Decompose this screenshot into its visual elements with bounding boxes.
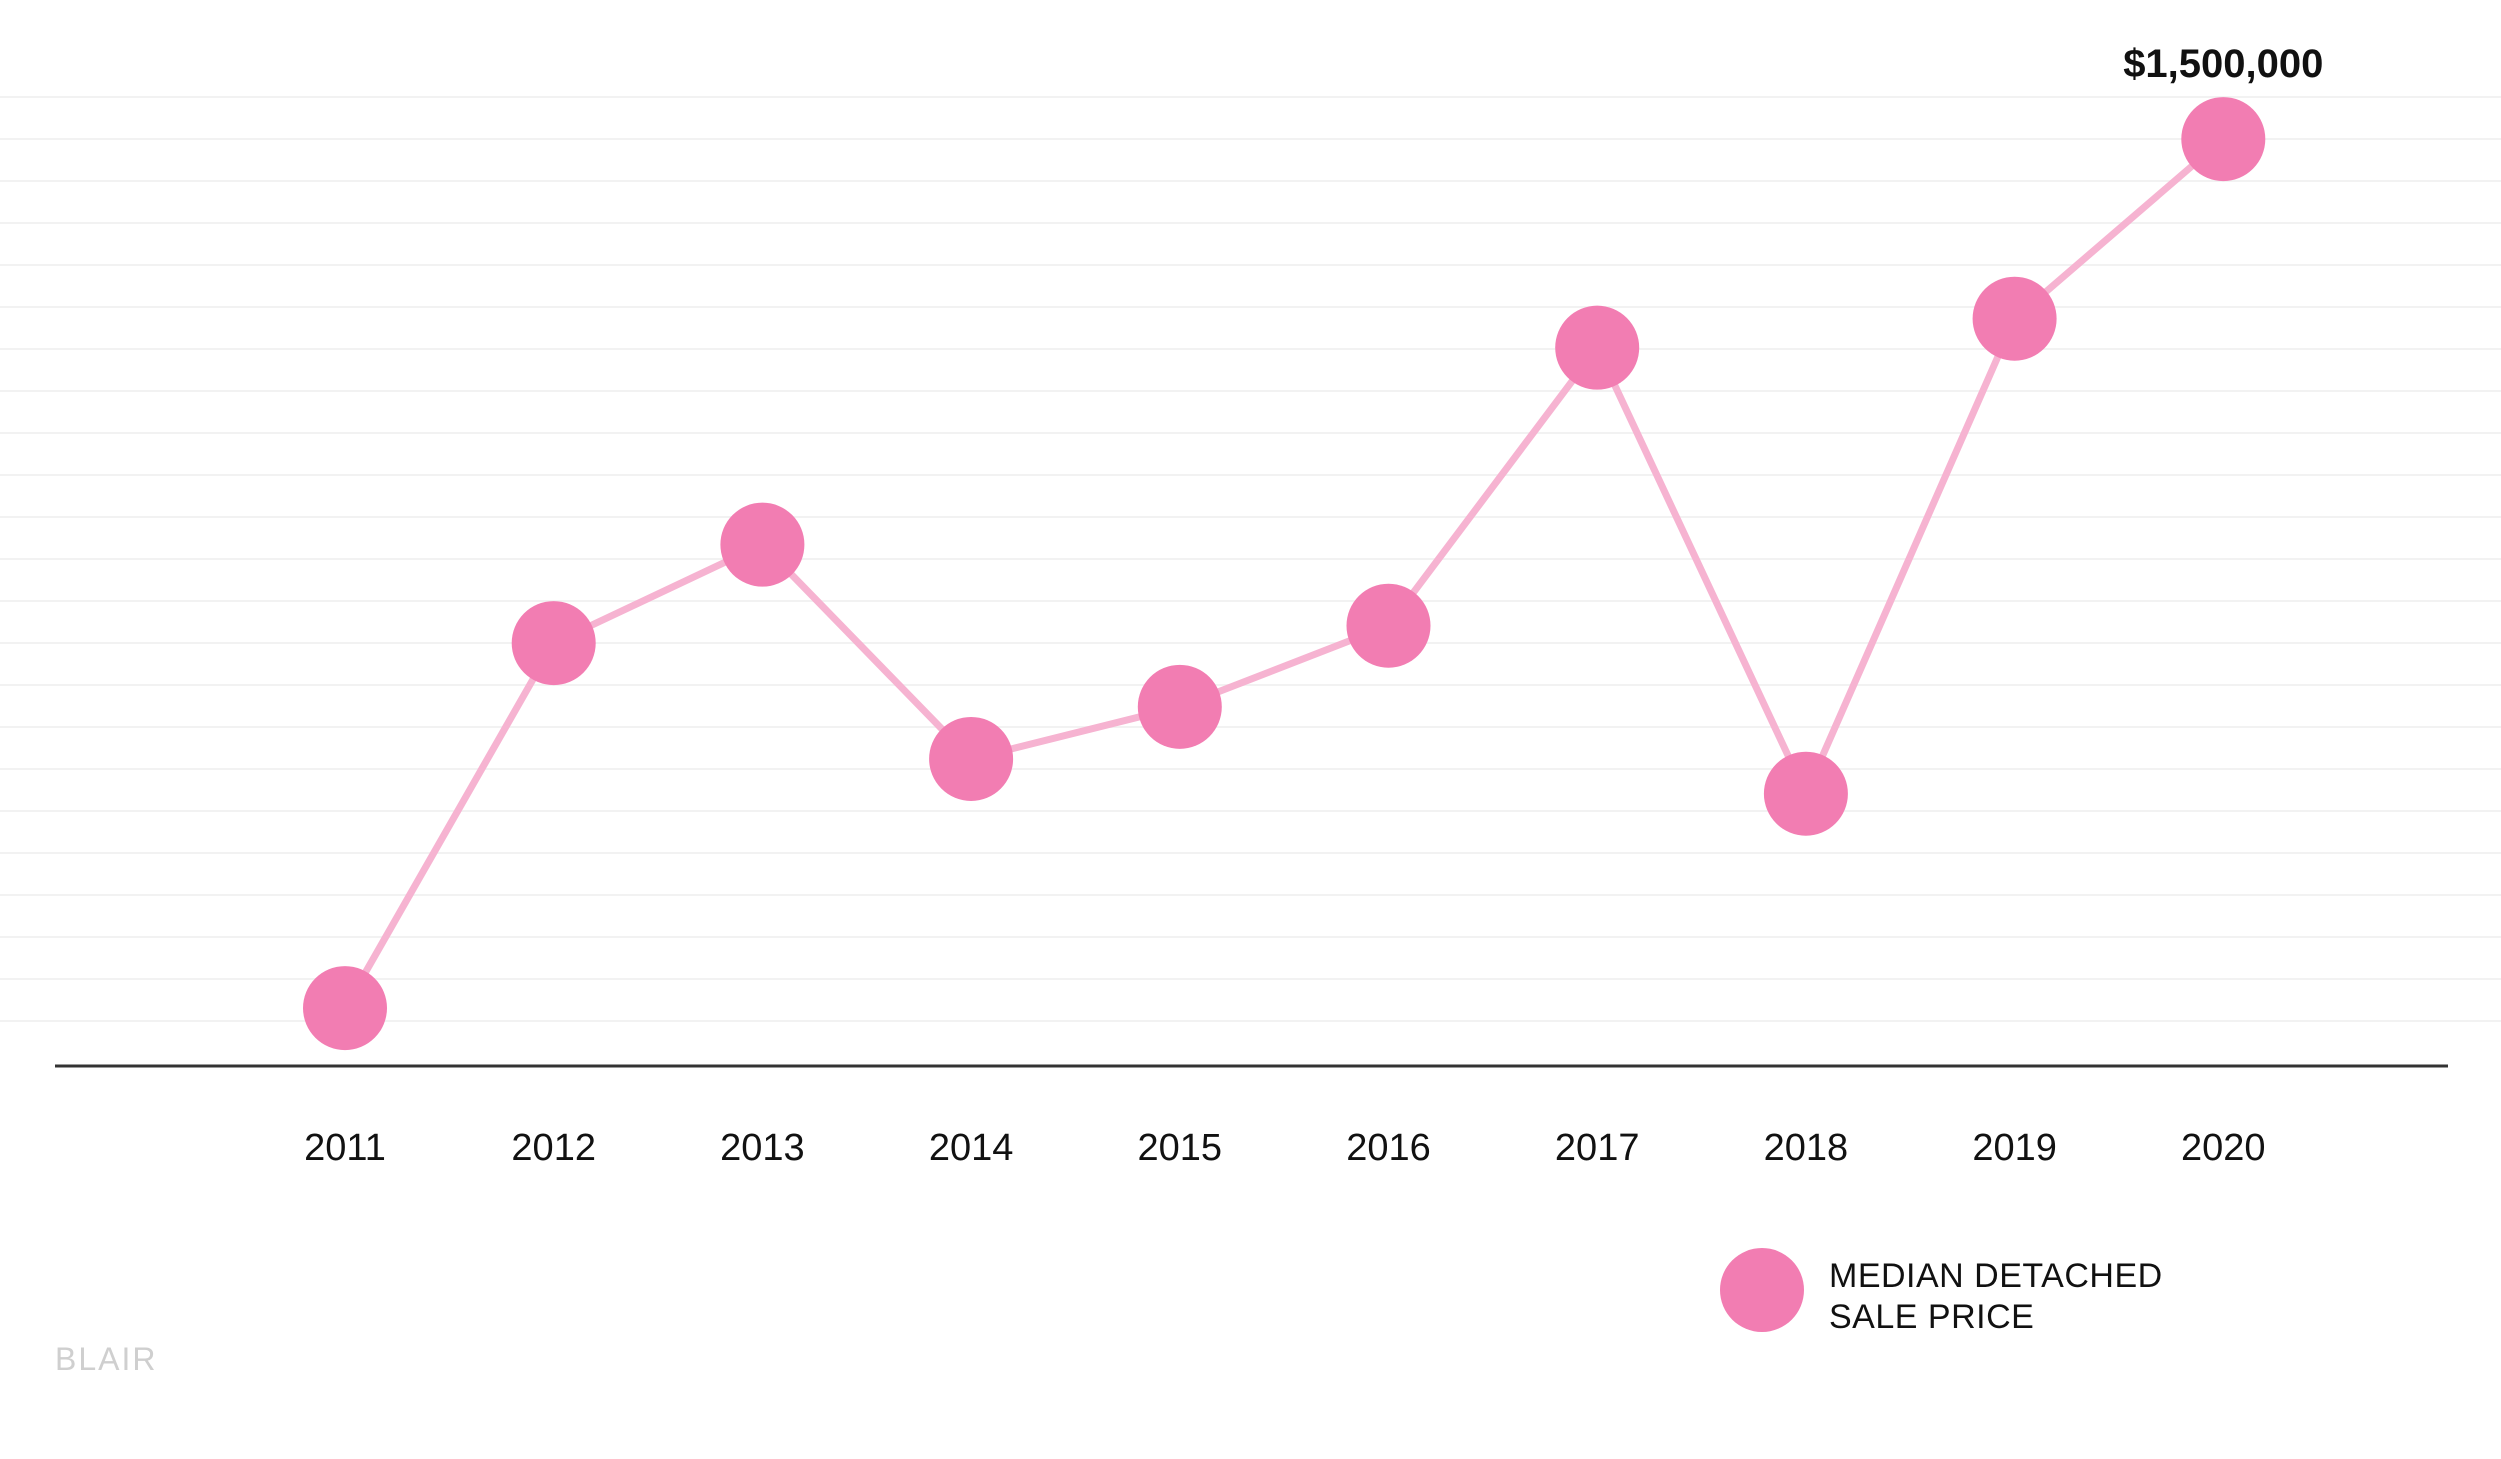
data-point-2015 <box>1137 664 1222 749</box>
data-point-2016 <box>1346 583 1431 668</box>
x-tick-label: 2013 <box>720 1127 805 1169</box>
data-point-2020 <box>2181 97 2266 182</box>
x-tick-label: 2017 <box>1555 1127 1640 1169</box>
data-point-2013 <box>720 502 805 587</box>
legend-marker <box>1720 1248 1804 1332</box>
x-tick-label: 2019 <box>1972 1127 2057 1169</box>
data-point-2017 <box>1555 305 1640 390</box>
data-point-2014 <box>929 716 1014 801</box>
x-tick-label: 2011 <box>304 1127 386 1169</box>
legend-label-line-1: MEDIAN DETACHED <box>1829 1257 2163 1295</box>
series-line-group <box>341 135 2227 1012</box>
x-tick-label: 2020 <box>2181 1127 2266 1169</box>
series-marker-group <box>303 97 2266 1051</box>
x-tick-label: 2016 <box>1346 1127 1431 1169</box>
x-tick-label: 2015 <box>1138 1127 1223 1169</box>
annotations: $1,500,000 <box>2123 42 2323 86</box>
x-tick-labels: 2011 2012 2013 2014 2015 2016 2017 2018 2019 2020 <box>304 1127 2265 1169</box>
data-point-2012 <box>511 601 596 686</box>
legend-label-line-2: SALE PRICE <box>1829 1298 2034 1336</box>
x-tick-label: 2012 <box>511 1127 596 1169</box>
data-label: $1,500,000 <box>2123 42 2323 86</box>
series-line <box>341 135 2227 1012</box>
source-label: BLAIR <box>55 1341 157 1377</box>
gridlines <box>0 96 2501 1022</box>
data-point-2011 <box>303 966 387 1051</box>
legend: MEDIAN DETACHED SALE PRICE <box>1720 1248 2163 1336</box>
x-tick-label: 2014 <box>929 1127 1014 1169</box>
data-point-2019 <box>1972 276 2057 361</box>
data-point-2018 <box>1763 751 1848 836</box>
x-tick-label: 2018 <box>1764 1127 1849 1169</box>
